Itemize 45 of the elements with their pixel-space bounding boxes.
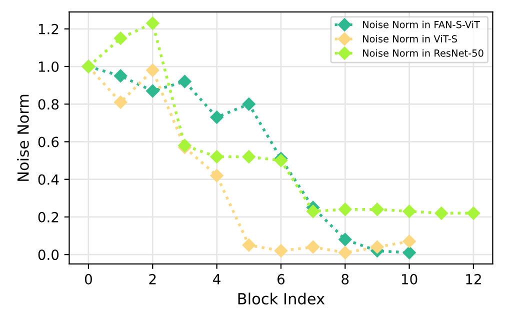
point bbox=[466, 206, 480, 220]
point bbox=[306, 204, 320, 218]
x-tick-label: 4 bbox=[213, 274, 220, 284]
y-tick-label: 0.6 bbox=[38, 136, 59, 148]
point bbox=[146, 84, 160, 98]
point bbox=[146, 64, 160, 77]
x-tick-label: 8 bbox=[342, 274, 349, 284]
point bbox=[242, 238, 256, 252]
point bbox=[146, 16, 160, 30]
point bbox=[338, 232, 352, 246]
point bbox=[114, 69, 128, 82]
x-axis-title: Block Index bbox=[238, 292, 325, 305]
legend-label: Noise Norm in FAN-S-ViT bbox=[362, 20, 480, 28]
point bbox=[338, 202, 352, 216]
point bbox=[370, 202, 384, 216]
point bbox=[402, 204, 416, 218]
y-tick-label: 1.2 bbox=[38, 24, 58, 34]
y-tick-label: 0.4 bbox=[38, 174, 59, 185]
y-tick-label: 0.8 bbox=[38, 99, 59, 110]
y-tick-label: 1.0 bbox=[38, 61, 59, 72]
point bbox=[210, 110, 224, 124]
legend-label: Noise Norm in ResNet-50 bbox=[362, 49, 484, 57]
y-tick-label: 0.0 bbox=[38, 250, 59, 260]
legend-label: Noise Norm in ViT-S bbox=[362, 34, 457, 43]
point bbox=[114, 96, 128, 109]
point bbox=[242, 98, 256, 111]
point bbox=[370, 240, 384, 254]
point bbox=[402, 234, 416, 248]
y-axis-title: Noise Norm bbox=[17, 94, 29, 181]
point bbox=[306, 240, 320, 254]
point bbox=[210, 168, 224, 182]
point bbox=[242, 150, 256, 164]
point bbox=[402, 246, 416, 260]
x-tick-label: 6 bbox=[278, 274, 285, 284]
x-tick-label: 12 bbox=[466, 274, 481, 284]
x-tick-label: 2 bbox=[149, 274, 156, 284]
x-tick-label: 0 bbox=[84, 274, 92, 284]
y-tick-label: 0.2 bbox=[38, 212, 58, 222]
point bbox=[114, 32, 128, 45]
point bbox=[434, 206, 448, 220]
point bbox=[210, 150, 224, 164]
point bbox=[274, 244, 288, 258]
point bbox=[178, 74, 192, 88]
x-tick-label: 10 bbox=[402, 274, 418, 284]
point bbox=[338, 246, 352, 260]
